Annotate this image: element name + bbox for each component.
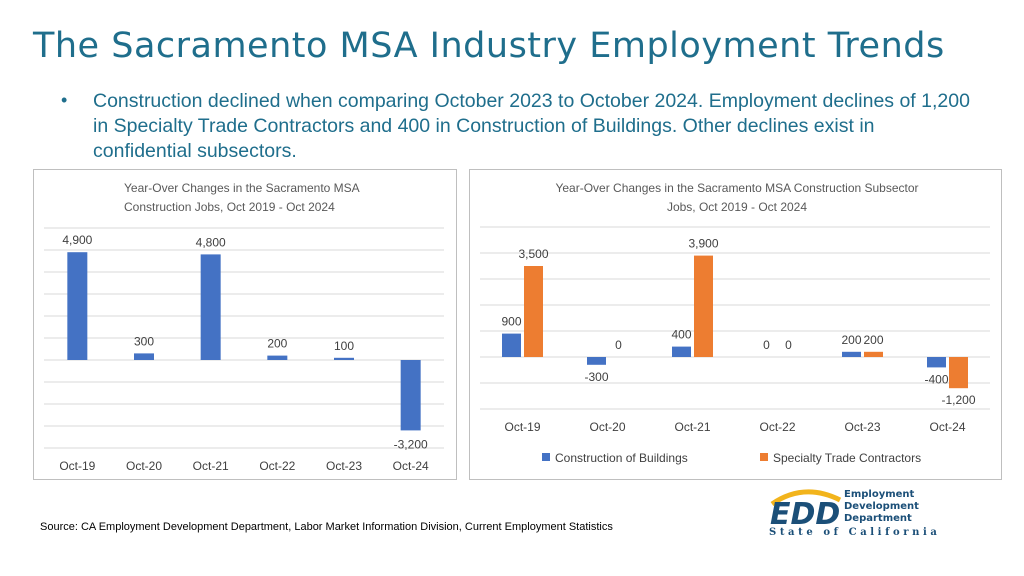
x-tick-label: Oct-24 (929, 420, 965, 434)
logo-tagline: State of California (769, 527, 941, 538)
logo-line-1: Employment (844, 489, 915, 500)
bar-specialty-oct-19 (524, 266, 543, 357)
x-tick-label: Oct-23 (844, 420, 880, 434)
construction-subsector-chart: Year-Over Changes in the Sacramento MSA … (469, 169, 1002, 480)
logo-line-3: Department (844, 513, 912, 524)
data-label: 3,900 (688, 237, 718, 251)
x-tick-label: Oct-24 (393, 459, 429, 473)
x-tick-label: Oct-21 (674, 420, 710, 434)
data-label: 4,900 (62, 233, 92, 247)
construction-jobs-chart: Year-Over Changes in the Sacramento MSA C… (33, 169, 457, 480)
bar-oct-20 (134, 353, 154, 360)
construction-jobs-chart-svg: Year-Over Changes in the Sacramento MSA C… (44, 181, 444, 473)
legend-label: Construction of Buildings (555, 451, 688, 465)
x-tick-label: Oct-23 (326, 459, 362, 473)
page-title: The Sacramento MSA Industry Employment T… (33, 26, 945, 66)
bar-buildings-oct-23 (842, 351, 861, 357)
chart-title-line: Year-Over Changes in the Sacramento MSA (124, 181, 360, 195)
data-label: 200 (841, 333, 861, 347)
x-tick-label: Oct-20 (126, 459, 162, 473)
bar-specialty-oct-23 (864, 351, 883, 357)
source-note: Source: CA Employment Development Depart… (40, 521, 613, 533)
data-label: -1,200 (941, 393, 975, 407)
bar-buildings-oct-19 (502, 333, 521, 357)
bar-specialty-oct-24 (949, 357, 968, 389)
logo-mark-text: EDD (770, 497, 840, 532)
data-label: 3,500 (518, 247, 548, 261)
logo-line-2: Development (844, 501, 919, 512)
chart-title-line: Construction Jobs, Oct 2019 - Oct 2024 (124, 200, 335, 214)
bar-specialty-oct-21 (694, 255, 713, 357)
data-label: -300 (584, 370, 608, 384)
data-label: 0 (785, 338, 792, 352)
legend-swatch (760, 453, 768, 461)
bar-buildings-oct-20 (587, 357, 606, 365)
data-label: 200 (267, 337, 287, 351)
bar-oct-24 (400, 360, 421, 431)
x-tick-label: Oct-21 (193, 459, 229, 473)
x-tick-label: Oct-20 (589, 420, 625, 434)
logo-swoosh (770, 489, 842, 507)
construction-subsector-chart-svg: Year-Over Changes in the Sacramento MSA … (480, 181, 990, 465)
bar-buildings-oct-24 (927, 357, 946, 368)
bullet-marker: • (61, 90, 68, 110)
data-label: 4,800 (196, 235, 226, 249)
chart-title-line: Jobs, Oct 2019 - Oct 2024 (667, 200, 807, 214)
data-label: 0 (615, 338, 622, 352)
legend-swatch (542, 453, 550, 461)
data-label: -400 (924, 372, 948, 386)
edd-logo: EDD Employment Development Department St… (764, 486, 937, 546)
data-label: -3,200 (394, 437, 428, 451)
bar-oct-23 (334, 357, 354, 360)
x-tick-label: Oct-19 (59, 459, 95, 473)
bar-buildings-oct-21 (672, 346, 691, 357)
bar-oct-21 (200, 254, 221, 360)
x-tick-label: Oct-22 (759, 420, 795, 434)
data-label: 200 (863, 333, 883, 347)
bar-oct-22 (267, 355, 288, 360)
data-label: 300 (134, 334, 154, 348)
chart-title-line: Year-Over Changes in the Sacramento MSA … (555, 181, 918, 195)
legend-label: Specialty Trade Contractors (773, 451, 921, 465)
data-label: 100 (334, 339, 354, 353)
data-label: 400 (671, 328, 691, 342)
edd-logo-mark: EDD (770, 489, 842, 532)
summary-bullet: Construction declined when comparing Oct… (93, 90, 970, 162)
bar-oct-19 (67, 252, 88, 360)
data-label: 0 (763, 338, 770, 352)
x-tick-label: Oct-19 (504, 420, 540, 434)
x-tick-label: Oct-22 (259, 459, 295, 473)
data-label: 900 (501, 315, 521, 329)
